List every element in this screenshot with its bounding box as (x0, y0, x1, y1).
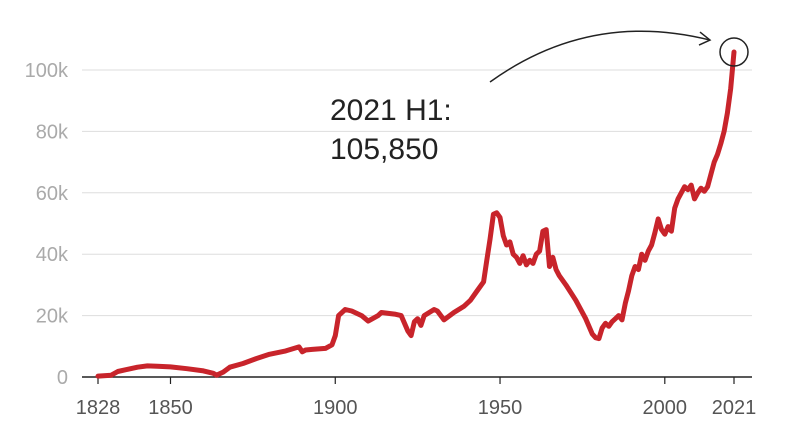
x-axis-tick-marks (97, 377, 735, 384)
x-tick-label: 1950 (478, 397, 523, 419)
annotation-arrowhead (698, 31, 712, 46)
x-tick-label: 1900 (313, 397, 358, 419)
annotation-arrow (489, 30, 711, 83)
x-tick-label: 2000 (643, 397, 688, 419)
annotation-value-line-2: 105,850 (330, 133, 438, 166)
x-tick-label: 1828 (76, 397, 121, 419)
y-tick-label: 20k (36, 306, 69, 328)
x-tick-label: 1850 (148, 397, 193, 419)
y-axis-tick-labels: 0 20k 40k 60k 80k 100k (25, 60, 69, 389)
x-axis-tick-labels: 1828 1850 1900 1950 2000 2021 (76, 397, 757, 419)
series-line (95, 49, 737, 379)
y-tick-label: 0 (57, 367, 68, 389)
y-tick-label: 60k (36, 183, 69, 205)
y-tick-label: 100k (25, 60, 69, 82)
y-tick-label: 40k (36, 244, 69, 266)
annotation-label-line-1: 2021 H1: (330, 94, 452, 127)
latest-value-circle (719, 37, 749, 67)
x-tick-label: 2021 (712, 397, 757, 419)
y-tick-label: 80k (36, 121, 69, 143)
